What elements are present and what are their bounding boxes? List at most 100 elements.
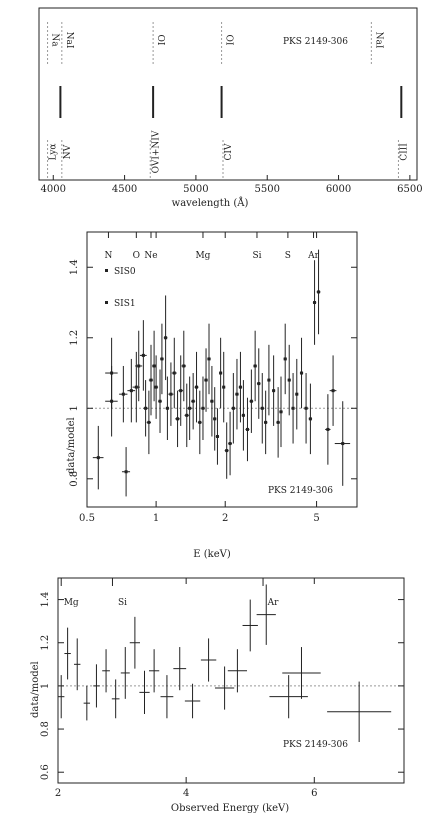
ratio-point [141, 353, 145, 357]
ratio-point [257, 382, 261, 386]
ratio-point [264, 420, 268, 424]
ratio-point [245, 427, 249, 431]
ratio-point [207, 357, 211, 361]
ratio-point [182, 364, 186, 368]
observed-line-label: Mg [64, 598, 79, 608]
observed-x-axis-label: Observed Energy (keV) [171, 803, 289, 814]
ratio-point [295, 392, 299, 396]
ratio-point [231, 406, 235, 410]
ratio-point [191, 399, 195, 403]
ratio-axis-ticks: 0.5 1 2 5 0.8 1 1.2 1.4 [69, 232, 357, 524]
ratio-point [176, 417, 180, 421]
spectrum-x-tick-label: 6000 [326, 184, 351, 195]
ratio-point [110, 399, 114, 403]
ratio-point [300, 371, 304, 375]
ratio-point [276, 420, 280, 424]
ratio-x-tick-label: 2 [222, 513, 228, 524]
spectrum-x-tick-label: 4500 [112, 184, 137, 195]
ratio-point [169, 392, 173, 396]
ratio-point [213, 417, 217, 421]
ratio-point [313, 301, 317, 305]
spectrum-frame [38, 7, 418, 181]
ratio-line-label: Mg [195, 251, 210, 261]
ratio-point [235, 392, 239, 396]
ratio-point [272, 389, 276, 393]
spectrum-panel: PKS 2149-306 wavelength (Å) 4000 4500 5000… [38, 7, 423, 209]
ratio-point [308, 417, 312, 421]
top-line-label: NaI [64, 32, 74, 49]
ratio-point [287, 378, 291, 382]
top-line-label: OI [155, 35, 165, 46]
observed-y-tick-label: 1.4 [40, 592, 51, 608]
ratio-point [219, 371, 223, 375]
ratio-point [149, 378, 153, 382]
spectrum-x-tick-label: 4000 [41, 184, 66, 195]
ratio-data-points [92, 249, 351, 497]
ratio-line-label: O [133, 251, 140, 261]
spectrum-x-tick-label: 6500 [397, 184, 422, 195]
ratio-point [121, 392, 125, 396]
ratio-object-label: PKS 2149-306 [268, 486, 333, 496]
ratio-point [96, 456, 100, 460]
observed-x-tick-label: 6 [311, 788, 317, 799]
ratio-line-label: Ar [307, 251, 319, 261]
observed-y-tick-label: 1.2 [40, 635, 51, 651]
bottom-line-label: NV [63, 144, 73, 159]
ratio-line-labels: N O Ne Mg Si S Ar [105, 232, 320, 261]
legend-sis0: SIS0 [114, 267, 136, 277]
ratio-y-tick-label: 0.8 [69, 471, 80, 487]
ratio-point [225, 449, 229, 453]
ratio-point [279, 410, 283, 414]
ratio-point [152, 364, 156, 368]
ratio-frame [86, 231, 358, 508]
bottom-line-label: OVI+NIV [151, 130, 161, 173]
ratio-point [210, 399, 214, 403]
bottom-line-label: Lyα [49, 144, 59, 161]
ratio-point [204, 378, 208, 382]
ratio-y-tick-label: 1 [69, 405, 80, 411]
spectrum-x-tick-label: 5000 [183, 184, 208, 195]
ratio-line-label: N [105, 251, 113, 261]
ratio-point [241, 413, 245, 417]
observed-y-tick-label: 0.6 [40, 764, 51, 780]
ratio-line-label: S [285, 251, 291, 261]
ratio-point [198, 420, 202, 424]
ratio-point [228, 442, 232, 446]
spectrum-object-label: PKS 2149-306 [283, 37, 348, 47]
ratio-line-label: Ne [144, 251, 157, 261]
observed-line-label: Si [118, 598, 127, 608]
ratio-point [222, 385, 226, 389]
ratio-point [172, 371, 176, 375]
spectrum-x-ticks: 4000 4500 5000 5500 6000 6500 [41, 175, 423, 195]
ratio-point [147, 420, 151, 424]
ratio-point [326, 427, 330, 431]
observed-y-tick-label: 1 [40, 683, 51, 689]
ratio-point [160, 357, 164, 361]
spectrum-x-axis-label: wavelength (Å) [172, 197, 249, 209]
ratio-line-label: Si [252, 251, 261, 261]
ratio-point [154, 385, 158, 389]
ratio-point [134, 385, 138, 389]
legend-sis1: SIS1 [114, 299, 136, 309]
ratio-x-tick-label: 0.5 [79, 513, 95, 524]
top-line-label: NaI [373, 32, 383, 49]
top-line-label: Na [50, 33, 60, 47]
ratio-point [165, 406, 169, 410]
ratio-point [164, 336, 168, 340]
ratio-point [304, 406, 308, 410]
observed-data-points [58, 584, 392, 742]
observed-x-tick-label: 4 [183, 788, 189, 799]
ratio-point [291, 406, 295, 410]
observed-line-label: Ar [267, 598, 279, 608]
ratio-point [215, 434, 219, 438]
observed-y-tick-label: 0.8 [40, 721, 51, 737]
legend-sis1-marker [105, 301, 108, 304]
spectrum-x-tick-label: 5500 [254, 184, 279, 195]
ratio-point [144, 406, 148, 410]
observed-axis-ticks: 2 4 6 0.6 0.8 1 1.2 1.4 [40, 578, 404, 799]
ratio-point [185, 413, 189, 417]
bottom-line-label: CIII [399, 143, 409, 161]
legend-sis0-marker [105, 269, 108, 272]
observed-frame [57, 577, 405, 784]
